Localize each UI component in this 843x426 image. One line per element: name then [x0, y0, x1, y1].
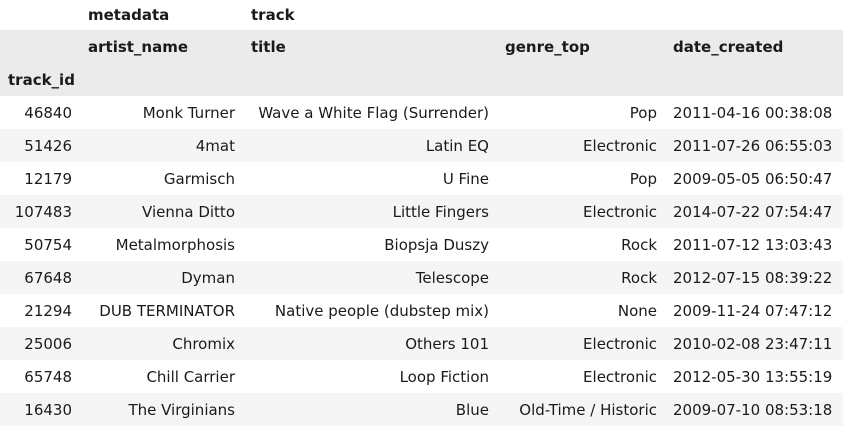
table-row: 16430 The Virginians Blue Old-Time / His…	[0, 393, 843, 426]
table-row: 65748 Chill Carrier Loop Fiction Electro…	[0, 360, 843, 393]
table-row: 67648 Dyman Telescope Rock 2012-07-15 08…	[0, 261, 843, 294]
cell-date-created: 2012-07-15 08:39:22	[665, 261, 843, 294]
cell-date-created: 2014-07-22 07:54:47	[665, 195, 843, 228]
header-row-groups: metadata track	[0, 0, 843, 30]
header-blank-cell	[665, 0, 843, 30]
cell-track-id: 107483	[0, 195, 80, 228]
cell-genre-top: Electronic	[497, 195, 665, 228]
table-row: 51426 4mat Latin EQ Electronic 2011-07-2…	[0, 129, 843, 162]
cell-artist-name: Metalmorphosis	[80, 228, 243, 261]
cell-artist-name: DUB TERMINATOR	[80, 294, 243, 327]
cell-artist-name: 4mat	[80, 129, 243, 162]
cell-track-id: 65748	[0, 360, 80, 393]
column-header-title: title	[243, 30, 497, 63]
cell-title: Native people (dubstep mix)	[243, 294, 497, 327]
cell-genre-top: Electronic	[497, 327, 665, 360]
cell-artist-name: Chill Carrier	[80, 360, 243, 393]
cell-artist-name: The Virginians	[80, 393, 243, 426]
cell-track-id: 46840	[0, 96, 80, 129]
cell-artist-name: Garmisch	[80, 162, 243, 195]
cell-date-created: 2011-04-16 00:38:08	[665, 96, 843, 129]
cell-track-id: 67648	[0, 261, 80, 294]
cell-artist-name: Monk Turner	[80, 96, 243, 129]
header-blank-cell	[0, 30, 80, 63]
cell-title: Others 101	[243, 327, 497, 360]
group-header-metadata: metadata	[80, 0, 243, 30]
cell-artist-name: Dyman	[80, 261, 243, 294]
cell-genre-top: Rock	[497, 261, 665, 294]
table-row: 107483 Vienna Ditto Little Fingers Elect…	[0, 195, 843, 228]
cell-date-created: 2010-02-08 23:47:11	[665, 327, 843, 360]
cell-title: U Fine	[243, 162, 497, 195]
cell-title: Telescope	[243, 261, 497, 294]
cell-date-created: 2012-05-30 13:55:19	[665, 360, 843, 393]
column-header-date-created: date_created	[665, 30, 843, 63]
cell-track-id: 12179	[0, 162, 80, 195]
cell-artist-name: Vienna Ditto	[80, 195, 243, 228]
header-blank-cell	[0, 0, 80, 30]
header-blank-cell	[243, 63, 497, 96]
table-body: 46840 Monk Turner Wave a White Flag (Sur…	[0, 96, 843, 426]
cell-genre-top: None	[497, 294, 665, 327]
cell-track-id: 50754	[0, 228, 80, 261]
cell-artist-name: Chromix	[80, 327, 243, 360]
cell-title: Loop Fiction	[243, 360, 497, 393]
index-header-track-id: track_id	[0, 63, 80, 96]
cell-title: Biopsja Duszy	[243, 228, 497, 261]
table-row: 21294 DUB TERMINATOR Native people (dubs…	[0, 294, 843, 327]
table-header: metadata track artist_name title genre_t…	[0, 0, 843, 96]
table-row: 46840 Monk Turner Wave a White Flag (Sur…	[0, 96, 843, 129]
header-blank-cell	[665, 63, 843, 96]
cell-genre-top: Pop	[497, 96, 665, 129]
table-row: 12179 Garmisch U Fine Pop 2009-05-05 06:…	[0, 162, 843, 195]
cell-title: Wave a White Flag (Surrender)	[243, 96, 497, 129]
header-blank-cell	[80, 63, 243, 96]
cell-date-created: 2011-07-12 13:03:43	[665, 228, 843, 261]
cell-track-id: 21294	[0, 294, 80, 327]
cell-genre-top: Rock	[497, 228, 665, 261]
header-blank-cell	[497, 0, 665, 30]
cell-genre-top: Old-Time / Historic	[497, 393, 665, 426]
cell-track-id: 16430	[0, 393, 80, 426]
cell-genre-top: Electronic	[497, 129, 665, 162]
group-header-track: track	[243, 0, 497, 30]
cell-genre-top: Pop	[497, 162, 665, 195]
header-row-index: track_id	[0, 63, 843, 96]
cell-date-created: 2009-07-10 08:53:18	[665, 393, 843, 426]
cell-title: Little Fingers	[243, 195, 497, 228]
column-header-artist-name: artist_name	[80, 30, 243, 63]
cell-title: Latin EQ	[243, 129, 497, 162]
cell-track-id: 51426	[0, 129, 80, 162]
cell-date-created: 2009-11-24 07:47:12	[665, 294, 843, 327]
cell-track-id: 25006	[0, 327, 80, 360]
cell-date-created: 2011-07-26 06:55:03	[665, 129, 843, 162]
table-row: 25006 Chromix Others 101 Electronic 2010…	[0, 327, 843, 360]
header-row-columns: artist_name title genre_top date_created	[0, 30, 843, 63]
header-blank-cell	[497, 63, 665, 96]
table-row: 50754 Metalmorphosis Biopsja Duszy Rock …	[0, 228, 843, 261]
cell-genre-top: Electronic	[497, 360, 665, 393]
cell-title: Blue	[243, 393, 497, 426]
cell-date-created: 2009-05-05 06:50:47	[665, 162, 843, 195]
column-header-genre-top: genre_top	[497, 30, 665, 63]
